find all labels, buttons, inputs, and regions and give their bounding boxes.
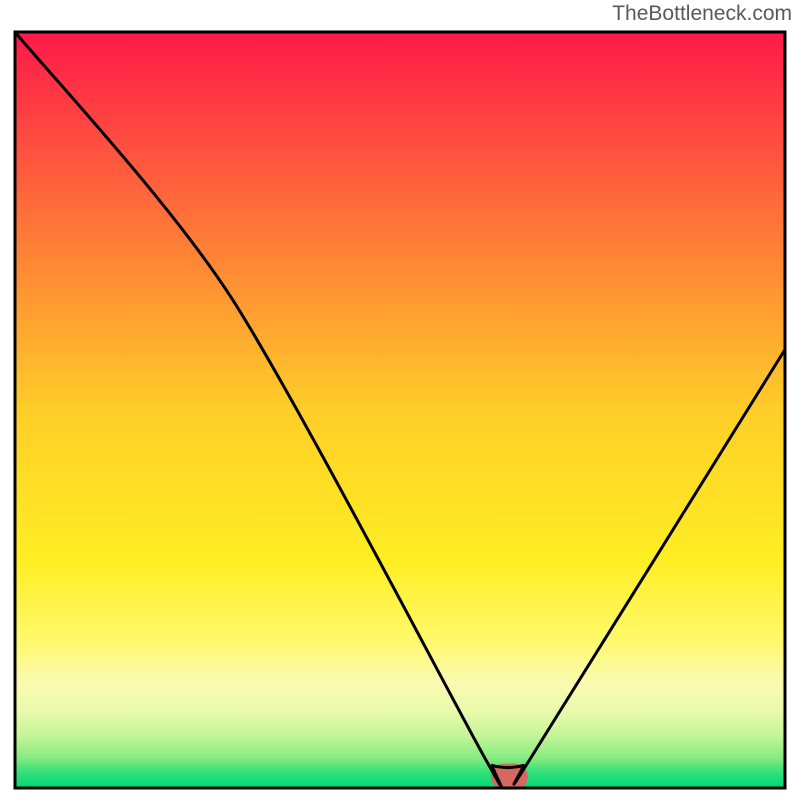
watermark-text: TheBottleneck.com [612, 2, 792, 26]
bottleneck-chart [0, 0, 800, 800]
chart-container: TheBottleneck.com [0, 0, 800, 800]
